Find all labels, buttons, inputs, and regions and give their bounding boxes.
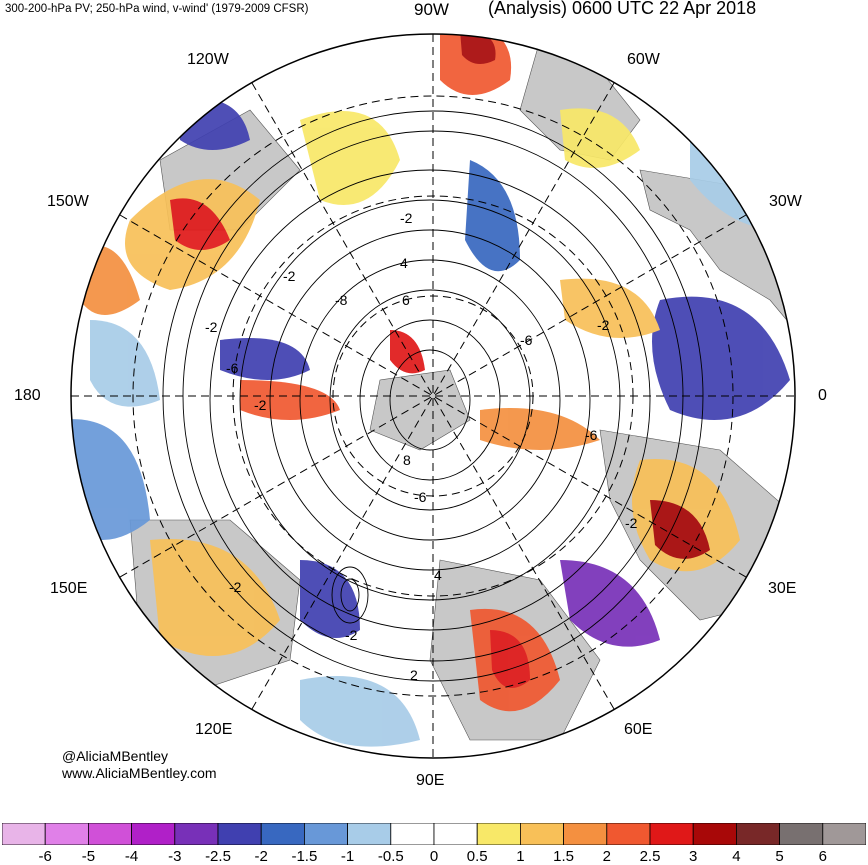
- contour-label: 4: [434, 567, 442, 583]
- colorbar-swatch: [88, 823, 133, 845]
- credit-handle: @AliciaMBentley: [62, 748, 169, 764]
- colorbar-swatch: [476, 823, 521, 845]
- colorbar-swatch: [217, 823, 262, 845]
- colorbar-swatch: [260, 823, 305, 845]
- lon-label-120w: 120W: [187, 51, 229, 68]
- contour-label: -2: [283, 268, 296, 284]
- colorbar-tick-label: -2.5: [205, 848, 231, 865]
- map-disk: [71, 34, 795, 758]
- lon-label-150e: 150E: [50, 580, 88, 597]
- colorbar-tick-label: -6: [38, 848, 52, 865]
- contour-label: -2: [597, 317, 610, 333]
- contour-label: -2: [205, 319, 218, 335]
- contour-label: 6: [402, 292, 410, 308]
- contour-label: -2: [254, 397, 267, 413]
- lon-label-30w: 30W: [769, 193, 802, 210]
- map-title-left: 300-200-hPa PV; 250-hPa wind, v-wind' (1…: [5, 3, 309, 15]
- contour-label: 2: [410, 667, 418, 683]
- lon-label-120e: 120E: [195, 721, 233, 738]
- contour-label: -6: [226, 360, 239, 376]
- contour-label: -6: [520, 332, 533, 348]
- colorbar-swatch: [131, 823, 176, 845]
- lon-label-150w: 150W: [47, 193, 89, 210]
- contour-label: -2: [229, 579, 242, 595]
- map-boundary: [70, 33, 796, 759]
- credit-website: www.AliciaMBentley.com: [62, 765, 217, 781]
- colorbar-tick-label: 6: [818, 848, 827, 865]
- colorbar-swatch: [174, 823, 219, 845]
- contour-label: -2: [625, 515, 638, 531]
- colorbar-swatch: [779, 823, 824, 845]
- colorbar-swatch: [303, 823, 348, 845]
- colorbar: [2, 823, 866, 845]
- colorbar-tick-label: -5: [81, 848, 96, 865]
- lon-label-90w: 90W: [414, 0, 449, 19]
- contour-label: -2: [345, 627, 358, 643]
- graticule: [71, 34, 795, 758]
- colorbar-tick-label: 0: [429, 848, 439, 865]
- colorbar-swatch: [606, 823, 651, 845]
- colorbar-swatch: [390, 823, 435, 845]
- colorbar-tick-label: 2: [602, 848, 611, 865]
- colorbar-tick-label: 1: [516, 848, 525, 865]
- colorbar-swatch: [347, 823, 392, 845]
- lon-label-60e: 60E: [624, 721, 653, 738]
- colorbar-swatch: [44, 823, 89, 845]
- colorbar-tick-label: 0.5: [466, 848, 488, 865]
- colorbar-swatch: [520, 823, 565, 845]
- colorbar-swatch: [736, 823, 781, 845]
- map-title-right: (Analysis) 0600 UTC 22 Apr 2018: [488, 0, 757, 18]
- colorbar-tick-label: -2: [254, 848, 268, 865]
- colorbar-tick-label: 5: [775, 848, 784, 865]
- contour-labels: -2 4 -2 -6 -8 6 -2 -6 8 -6 -2 -2 4 -2 -2…: [205, 210, 638, 683]
- contour-label: -6: [414, 489, 427, 505]
- colorbar-tick-label: 2.5: [639, 848, 661, 865]
- contour-label: 8: [403, 452, 411, 468]
- lon-label-60w: 60W: [627, 51, 660, 68]
- colorbar-tick-label: 1.5: [553, 848, 575, 865]
- colorbar-swatch: [649, 823, 694, 845]
- contour-label: -2: [400, 210, 413, 226]
- contour-label: -6: [585, 427, 598, 443]
- lon-label-30e: 30E: [768, 580, 797, 597]
- lon-label-0: 0: [818, 387, 827, 404]
- polar-map: -2 4 -2 -6 -8 6 -2 -6 8 -6 -2 -2 4 -2 -2…: [70, 33, 796, 759]
- colorbar-tick-label: -3: [168, 848, 182, 865]
- lon-label-90e: 90E: [416, 772, 445, 789]
- colorbar-swatch: [433, 823, 478, 845]
- colorbar-tick-label: -4: [124, 848, 139, 865]
- colorbar-swatch: [692, 823, 737, 845]
- land-arctic: [369, 369, 471, 451]
- contour-label: -8: [335, 292, 348, 308]
- colorbar-tick-label: -1: [340, 848, 355, 865]
- colorbar-swatch: [2, 823, 46, 845]
- colorbar-tick-label: 3: [689, 848, 698, 865]
- colorbar-swatch: [563, 823, 608, 845]
- lon-label-180: 180: [14, 387, 41, 404]
- colorbar-tick-label: -1.5: [291, 848, 318, 865]
- contour-label: 4: [400, 255, 408, 271]
- colorbar-tick-label: -0.5: [377, 848, 404, 865]
- colorbar-tick-label: 4: [732, 848, 741, 865]
- colorbar-swatch: [822, 823, 866, 845]
